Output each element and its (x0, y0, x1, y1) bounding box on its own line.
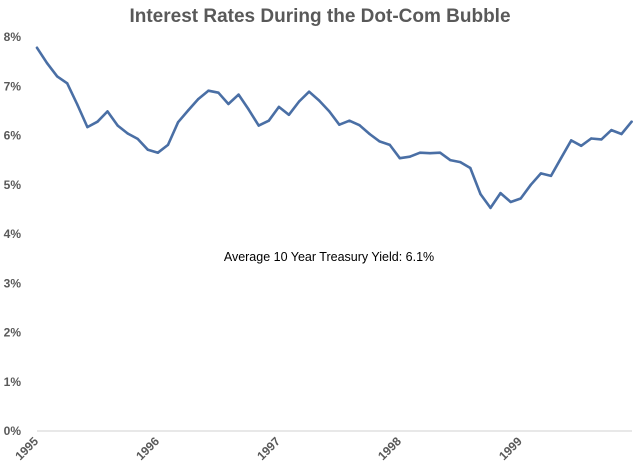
data-point (197, 97, 200, 101)
data-point (368, 132, 371, 136)
y-tick-label: 2% (4, 326, 22, 340)
data-point (247, 108, 250, 111)
x-tick-label: 1995 (12, 434, 41, 463)
data-point (519, 197, 522, 200)
data-point (348, 119, 351, 122)
data-point (620, 132, 623, 136)
data-point (76, 103, 79, 106)
data-point (590, 137, 593, 140)
x-tick-label: 1998 (375, 434, 404, 463)
data-point (146, 148, 150, 151)
data-point (227, 102, 230, 106)
chart-title: Interest Rates During the Dot-Com Bubble (129, 6, 511, 27)
series-group (35, 46, 633, 210)
y-tick-label: 0% (4, 424, 22, 438)
data-point (156, 151, 160, 154)
data-point (307, 90, 311, 93)
data-point (600, 138, 603, 141)
data-point (237, 93, 240, 96)
y-tick-label: 8% (4, 30, 22, 44)
data-point (408, 155, 411, 158)
data-point (217, 91, 220, 94)
data-point (438, 151, 442, 154)
data-point (559, 157, 563, 160)
data-point (428, 152, 432, 155)
data-point (529, 183, 532, 186)
data-point (509, 200, 512, 204)
data-point (106, 110, 109, 113)
data-point (317, 99, 321, 102)
data-point (418, 151, 422, 154)
x-tick-label: 1997 (254, 434, 283, 463)
y-tick-label: 7% (4, 79, 22, 93)
data-point (287, 113, 291, 117)
y-axis-ticks: 0% 1% 2% 3% 4% 5% 6% 7% 8% (4, 30, 22, 438)
x-axis-ticks: 1995 1996 1997 1998 1999 (12, 434, 525, 463)
y-tick-label: 3% (4, 276, 22, 290)
data-point (328, 110, 331, 113)
series-line (35, 46, 633, 210)
data-point (388, 143, 391, 147)
data-point (580, 144, 583, 147)
data-point (449, 158, 452, 162)
data-point (277, 105, 281, 109)
data-point (459, 160, 462, 164)
x-tick-label: 1999 (496, 434, 525, 463)
data-point (176, 121, 180, 124)
data-point (489, 206, 492, 210)
data-point (35, 46, 39, 49)
data-point (207, 89, 210, 92)
data-point (267, 119, 270, 122)
data-point (499, 191, 502, 195)
y-tick-label: 1% (4, 375, 22, 389)
data-point (378, 140, 381, 143)
x-tick-label: 1996 (133, 434, 162, 463)
y-tick-label: 5% (4, 178, 22, 192)
data-point (126, 132, 129, 135)
data-point (257, 124, 260, 127)
data-point (96, 120, 99, 123)
data-point (469, 166, 472, 170)
y-tick-label: 4% (4, 227, 22, 241)
data-point (136, 137, 139, 141)
data-point (539, 172, 543, 175)
data-point (338, 123, 341, 126)
data-point (86, 125, 89, 129)
average-yield-annotation: Average 10 Year Treasury Yield: 6.1% (224, 250, 434, 264)
data-point (570, 139, 573, 142)
data-point (549, 174, 553, 178)
data-point (610, 128, 613, 132)
data-point (630, 120, 633, 123)
data-point (56, 75, 59, 78)
data-point (45, 61, 49, 65)
y-tick-label: 6% (4, 129, 22, 143)
data-point (479, 192, 482, 196)
data-point (166, 143, 170, 147)
data-point (116, 124, 119, 127)
data-point (187, 109, 190, 112)
data-point (358, 124, 361, 127)
data-point (297, 100, 301, 103)
data-point (398, 157, 401, 160)
data-point (66, 82, 69, 85)
